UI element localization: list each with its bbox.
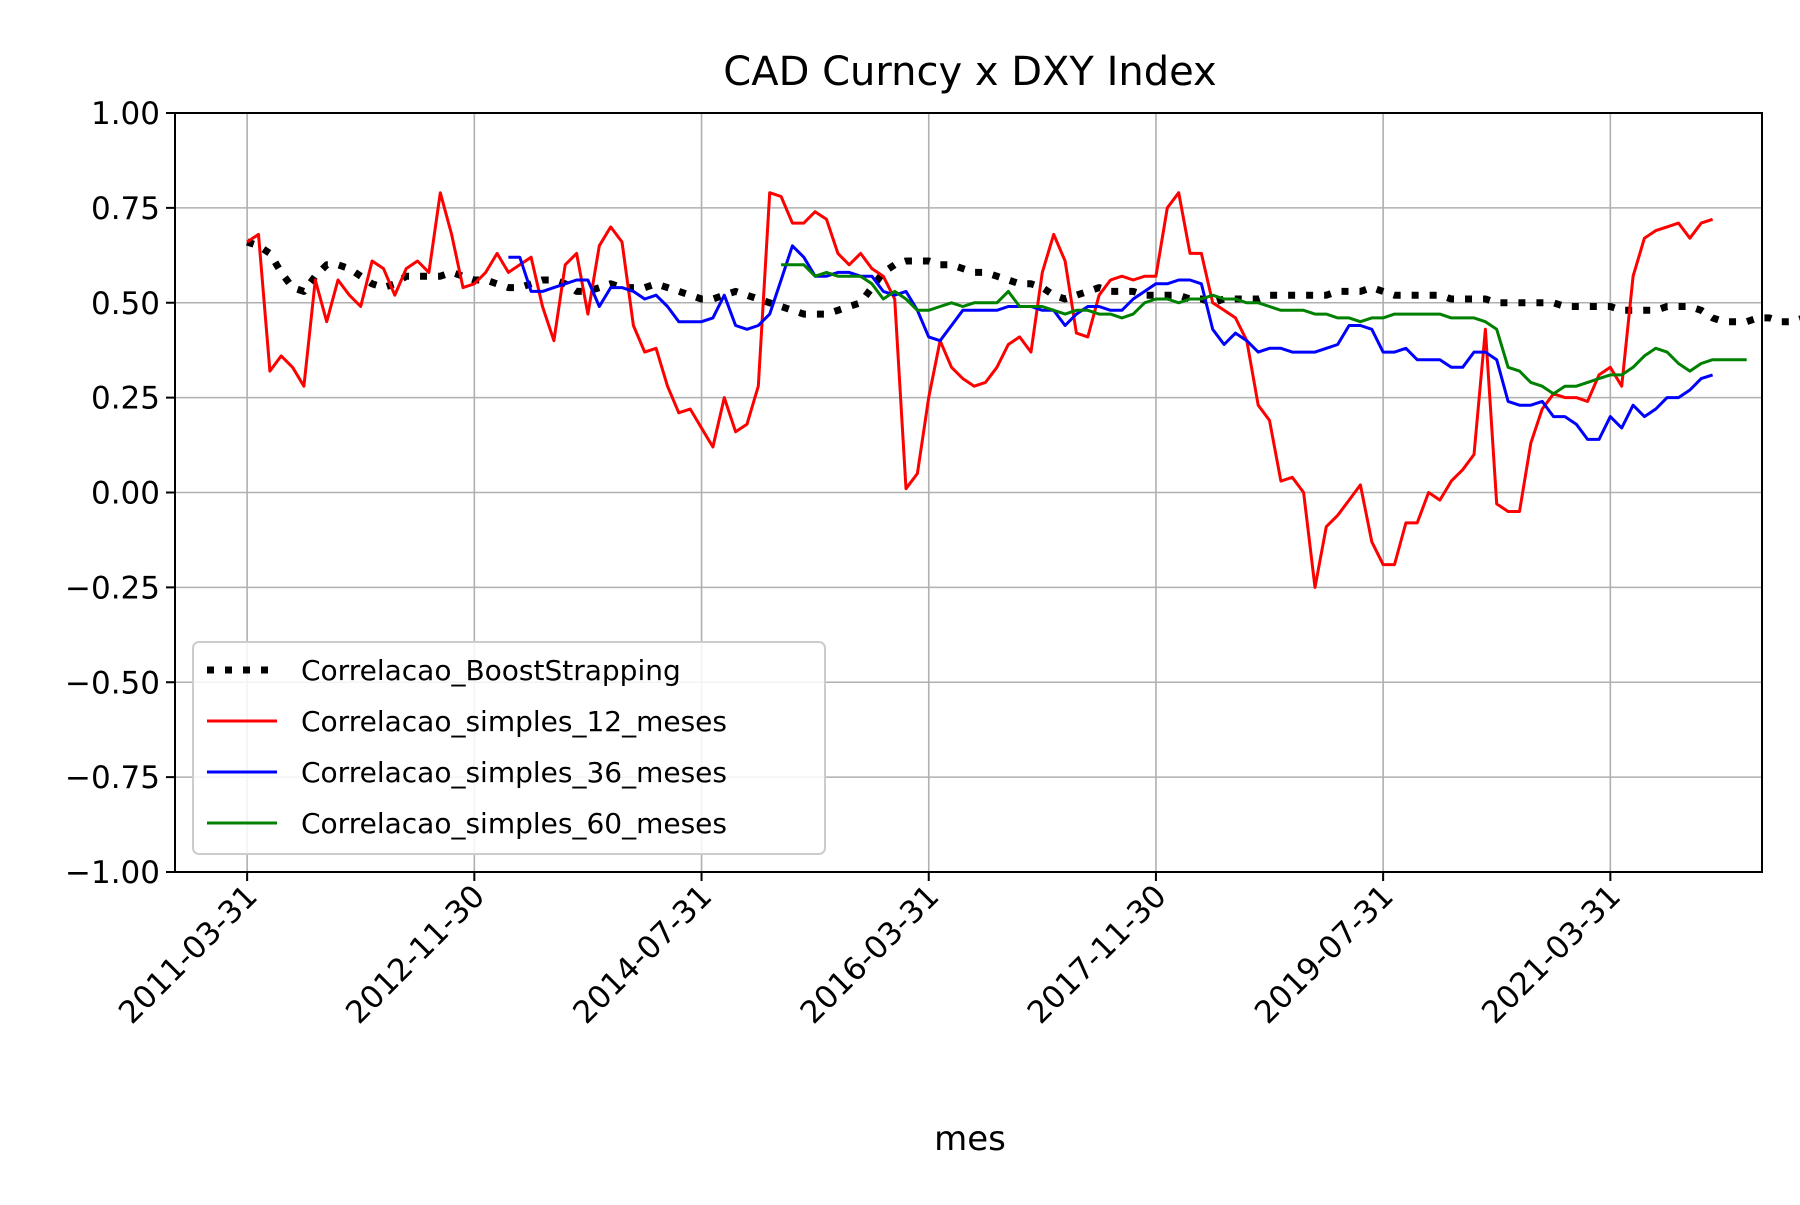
- series-lines: [245, 191, 1800, 589]
- y-tick-label: 0.75: [91, 191, 160, 227]
- series-line-correlacao-simples-60-meses: [781, 263, 1747, 396]
- series-line-correlacao-simples-12-meses: [246, 191, 1714, 589]
- legend: Correlacao_BoostStrapping Correlacao_simp…: [192, 641, 826, 855]
- x-tick-label: 2017-11-30: [1021, 878, 1174, 1031]
- grid-lines: [175, 112, 1762, 873]
- legend-label: Correlacao_simples_60_meses: [301, 807, 727, 840]
- x-tick-label: 2021-03-31: [1475, 878, 1628, 1031]
- x-tick-label: 2012-11-30: [339, 878, 492, 1031]
- x-tick-label: 2014-07-31: [566, 878, 719, 1031]
- legend-label: Correlacao_simples_36_meses: [301, 756, 727, 789]
- legend-label: Correlacao_simples_12_meses: [301, 705, 727, 738]
- y-tick-label: 1.00: [91, 96, 160, 132]
- x-tick-label: 2011-03-31: [112, 878, 265, 1031]
- y-axis-ticks: 1.00 0.75 0.50 0.25 0.00 −0.25 −0.50 −0.75 −1.00: [65, 96, 175, 891]
- y-tick-label: −1.00: [65, 855, 160, 891]
- x-axis-ticks: 2011-03-31 2012-11-30 2014-07-31 2016-03-31…: [112, 872, 1628, 1031]
- y-tick-label: −0.25: [65, 570, 160, 606]
- x-tick-label: 2019-07-31: [1248, 878, 1401, 1031]
- legend-box: [192, 641, 826, 855]
- series-line-correlacao-simples-36-meses: [508, 244, 1714, 441]
- y-tick-label: 0.25: [91, 381, 160, 417]
- chart-title: CAD Curncy x DXY Index: [723, 49, 1216, 95]
- x-axis-label: mes: [934, 1119, 1006, 1159]
- x-tick-label: 2016-03-31: [794, 878, 947, 1031]
- y-tick-label: −0.50: [65, 665, 160, 701]
- legend-label: Correlacao_BoostStrapping: [301, 654, 681, 687]
- y-tick-label: 0.50: [91, 286, 160, 322]
- series-line-correlacao-booststrapping: [245, 238, 1800, 326]
- y-tick-label: −0.75: [65, 760, 160, 796]
- y-tick-label: 0.00: [91, 476, 160, 512]
